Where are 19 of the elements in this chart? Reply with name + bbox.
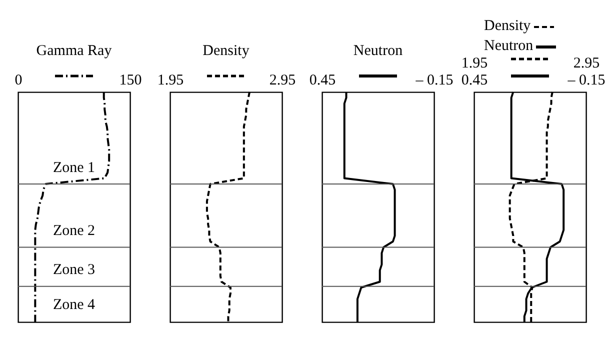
chart-title: Gamma Ray	[36, 43, 112, 59]
annotation: Zone 2	[52, 223, 96, 239]
x-tick-label: – 0.15	[566, 72, 606, 88]
x-tick-label: 0.45	[309, 72, 336, 88]
x-tick-label: 2.95	[269, 72, 296, 88]
annotation: Zone 4	[52, 297, 96, 314]
x-tick-label: 0	[14, 72, 22, 88]
annotation: Zone 1	[52, 160, 96, 176]
legend-label: Neutron	[484, 38, 534, 55]
x2-tick-label: 1.95	[461, 56, 488, 72]
x2-tick-label: 2.95	[573, 56, 600, 72]
chart-title: Density	[202, 43, 250, 59]
annotation: Zone 3	[52, 262, 96, 278]
x-tick-label: 0.45	[461, 72, 488, 88]
x-tick-label: 150	[119, 72, 142, 88]
legend-label: Density	[484, 18, 531, 35]
x-tick-label: 1.95	[157, 72, 184, 88]
x-tick-label: – 0.15	[414, 72, 454, 88]
chart-title: Neutron	[353, 43, 404, 59]
